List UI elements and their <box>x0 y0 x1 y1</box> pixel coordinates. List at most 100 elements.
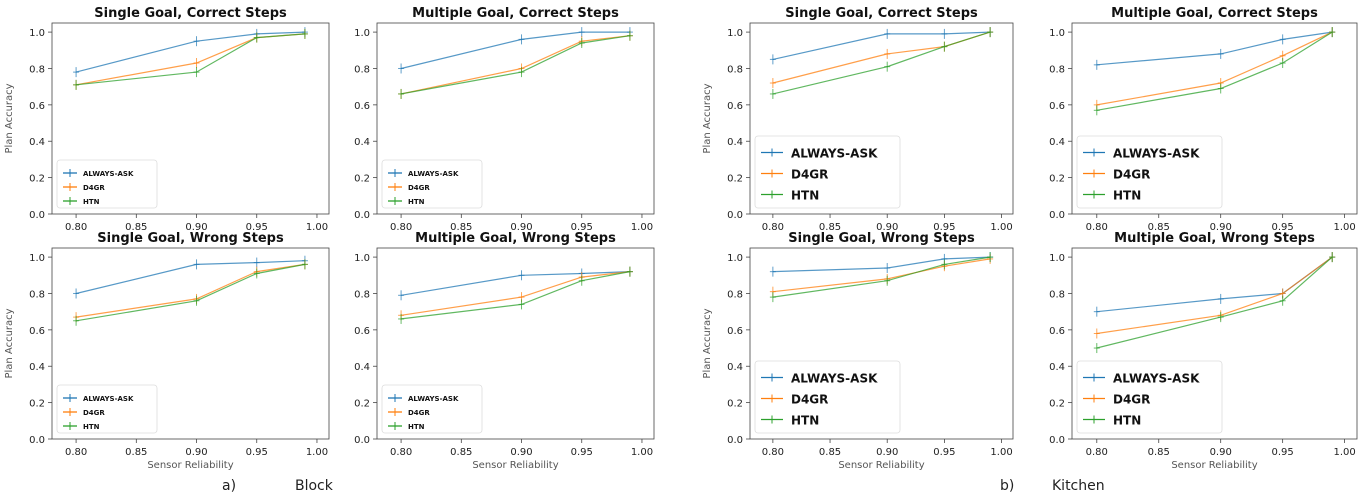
y-tick-label: 1.0 <box>727 253 743 264</box>
legend: ALWAYS-ASK D4GR HTN <box>56 384 158 434</box>
y-tick-label: 0.8 <box>727 64 743 75</box>
chart-panel-6: Multiple Goal, Wrong Steps 0.0 0.2 0.4 0.6 0.… <box>354 231 655 471</box>
chart-title: Single Goal, Wrong Steps <box>97 231 284 246</box>
x-tick-label: 0.95 <box>933 447 955 458</box>
caption-b-letter: b) <box>1000 478 1015 494</box>
x-tick-label: 1.00 <box>990 222 1012 233</box>
y-tick-label: 0.0 <box>354 435 370 446</box>
x-tick-label: 0.80 <box>390 222 412 233</box>
chart-panel-2: Multiple Goal, Correct Steps 0.0 0.2 0.4 0.6… <box>354 6 655 233</box>
series-line <box>401 271 630 296</box>
x-tick-label: 0.95 <box>933 222 955 233</box>
chart-panel-8: Multiple Goal, Wrong Steps 0.0 0.2 0.4 0.6 0.… <box>1049 231 1358 471</box>
x-tick-label: 0.80 <box>762 447 784 458</box>
y-axis-label: Plan Accuracy <box>4 308 15 378</box>
x-tick-label: 0.80 <box>65 222 87 233</box>
x-tick-label: 0.85 <box>450 222 472 233</box>
x-tick-label: 0.85 <box>125 222 147 233</box>
x-tick-label: 1.00 <box>306 447 328 458</box>
x-tick-label: 0.80 <box>1086 222 1108 233</box>
y-tick-label: 0.2 <box>1049 399 1065 410</box>
y-tick-label: 0.6 <box>354 101 370 112</box>
x-tick-label: 0.95 <box>1272 447 1294 458</box>
legend-entry: D4GR <box>83 409 105 417</box>
series-line <box>1096 31 1333 106</box>
y-tick-label: 0.6 <box>29 326 45 337</box>
y-tick-label: 0.6 <box>1049 101 1065 112</box>
legend-entry: HTN <box>791 189 819 203</box>
x-tick-label: 1.00 <box>306 222 328 233</box>
y-tick-label: 1.0 <box>354 28 370 39</box>
y-tick-label: 0.2 <box>29 174 45 185</box>
x-tick-label: 0.90 <box>876 447 898 458</box>
series-line <box>1096 31 1333 66</box>
chart-panel-3: Single Goal, Correct Steps 0.0 0.2 0.4 0.6 0.… <box>702 6 1014 233</box>
x-tick-label: 0.95 <box>571 447 593 458</box>
x-tick-label: 0.85 <box>450 447 472 458</box>
legend-entry: D4GR <box>83 184 105 192</box>
y-tick-label: 0.2 <box>1049 174 1065 185</box>
x-tick-label: 0.80 <box>390 447 412 458</box>
series-line <box>76 33 305 86</box>
y-tick-label: 0.4 <box>1049 137 1065 148</box>
chart-title: Single Goal, Wrong Steps <box>788 231 975 246</box>
y-tick-label: 0.0 <box>29 435 45 446</box>
legend-entry: ALWAYS-ASK <box>1113 147 1200 161</box>
legend-box <box>381 159 483 209</box>
legend-entry: HTN <box>1113 414 1141 428</box>
legend-box <box>1076 135 1223 209</box>
y-tick-label: 0.0 <box>29 210 45 221</box>
x-tick-label: 1.00 <box>1333 447 1355 458</box>
caption-a-letter: a) <box>222 478 237 494</box>
y-tick-label: 0.2 <box>727 399 743 410</box>
x-tick-label: 0.85 <box>819 447 841 458</box>
x-tick-label: 0.85 <box>125 447 147 458</box>
chart-title: Single Goal, Correct Steps <box>94 6 287 21</box>
y-axis-label: Plan Accuracy <box>4 83 15 153</box>
y-tick-label: 0.4 <box>354 362 370 373</box>
x-tick-label: 0.95 <box>246 447 268 458</box>
y-tick-label: 0.8 <box>1049 289 1065 300</box>
y-tick-label: 1.0 <box>1049 28 1065 39</box>
legend-entry: D4GR <box>408 184 430 192</box>
y-tick-label: 1.0 <box>29 253 45 264</box>
legend: ALWAYS-ASK D4GR HTN <box>56 159 158 209</box>
legend: ALWAYS-ASK D4GR HTN <box>1076 360 1223 434</box>
y-tick-label: 0.4 <box>727 362 743 373</box>
y-tick-label: 1.0 <box>29 28 45 39</box>
x-tick-label: 0.90 <box>1210 222 1232 233</box>
legend-entry: HTN <box>408 423 425 431</box>
chart-title: Multiple Goal, Correct Steps <box>412 6 619 21</box>
y-tick-label: 0.0 <box>354 210 370 221</box>
y-tick-label: 0.2 <box>354 174 370 185</box>
legend-entry: HTN <box>83 198 100 206</box>
chart-title: Multiple Goal, Correct Steps <box>1111 6 1318 21</box>
y-tick-label: 0.2 <box>29 399 45 410</box>
y-tick-label: 0.0 <box>727 210 743 221</box>
series-line <box>1096 31 1333 111</box>
series-line <box>400 35 630 95</box>
x-tick-label: 0.80 <box>762 222 784 233</box>
y-tick-label: 1.0 <box>354 253 370 264</box>
y-tick-label: 1.0 <box>727 28 743 39</box>
legend-entry: D4GR <box>408 409 430 417</box>
series-line <box>1096 256 1333 335</box>
y-tick-label: 0.8 <box>1049 64 1065 75</box>
series-line <box>76 263 305 318</box>
legend-entry: ALWAYS-ASK <box>408 395 459 403</box>
legend-entry: D4GR <box>1113 168 1150 182</box>
legend-box <box>754 135 901 209</box>
legend-box <box>56 159 158 209</box>
y-tick-label: 0.4 <box>29 137 45 148</box>
legend-entry: ALWAYS-ASK <box>1113 372 1200 386</box>
y-axis-label: Plan Accuracy <box>702 83 713 153</box>
x-tick-label: 0.80 <box>65 447 87 458</box>
x-tick-label: 0.90 <box>510 447 532 458</box>
x-axis-label: Sensor Reliability <box>472 460 558 471</box>
legend-entry: D4GR <box>791 168 828 182</box>
legend-entry: ALWAYS-ASK <box>791 372 878 386</box>
x-tick-label: 1.00 <box>631 447 653 458</box>
x-tick-label: 0.80 <box>1086 447 1108 458</box>
series-line <box>1096 256 1333 349</box>
